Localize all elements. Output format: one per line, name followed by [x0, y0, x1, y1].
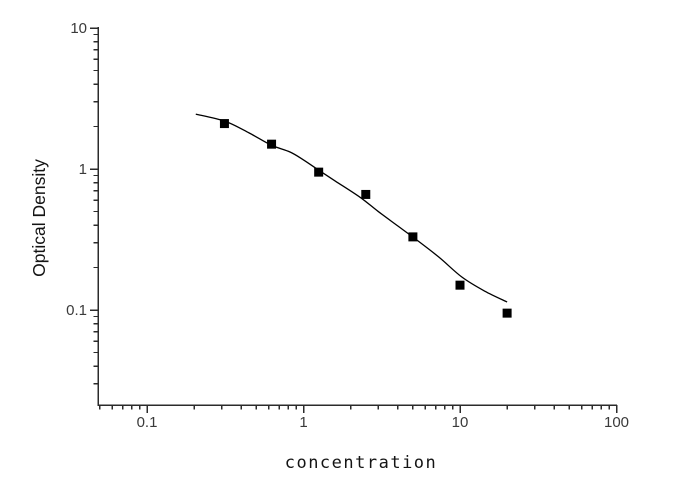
- data-point-square: [361, 189, 371, 199]
- fit-curve: [195, 113, 508, 303]
- data-point-square: [267, 139, 277, 149]
- data-point-square: [219, 119, 229, 129]
- data-point-square: [502, 308, 512, 318]
- x-tick-label: 1: [299, 414, 307, 431]
- y-tick-label: 1: [79, 161, 87, 178]
- axes-layer: 0.1 1 10 100 10 1 0.1: [66, 20, 629, 431]
- x-tick-label: 0.1: [137, 414, 158, 431]
- x-tick-label: 10: [452, 414, 469, 431]
- data-layer: [195, 113, 512, 318]
- y-tick-label: 0.1: [66, 302, 87, 319]
- x-axis-title: concentration: [285, 453, 438, 473]
- x-tick-label: 100: [604, 414, 629, 431]
- data-point-square: [408, 232, 418, 242]
- y-axis-title: Optical Density: [29, 159, 49, 277]
- data-point-square: [314, 167, 324, 177]
- data-point-square: [455, 280, 465, 290]
- y-tick-label: 10: [70, 20, 87, 37]
